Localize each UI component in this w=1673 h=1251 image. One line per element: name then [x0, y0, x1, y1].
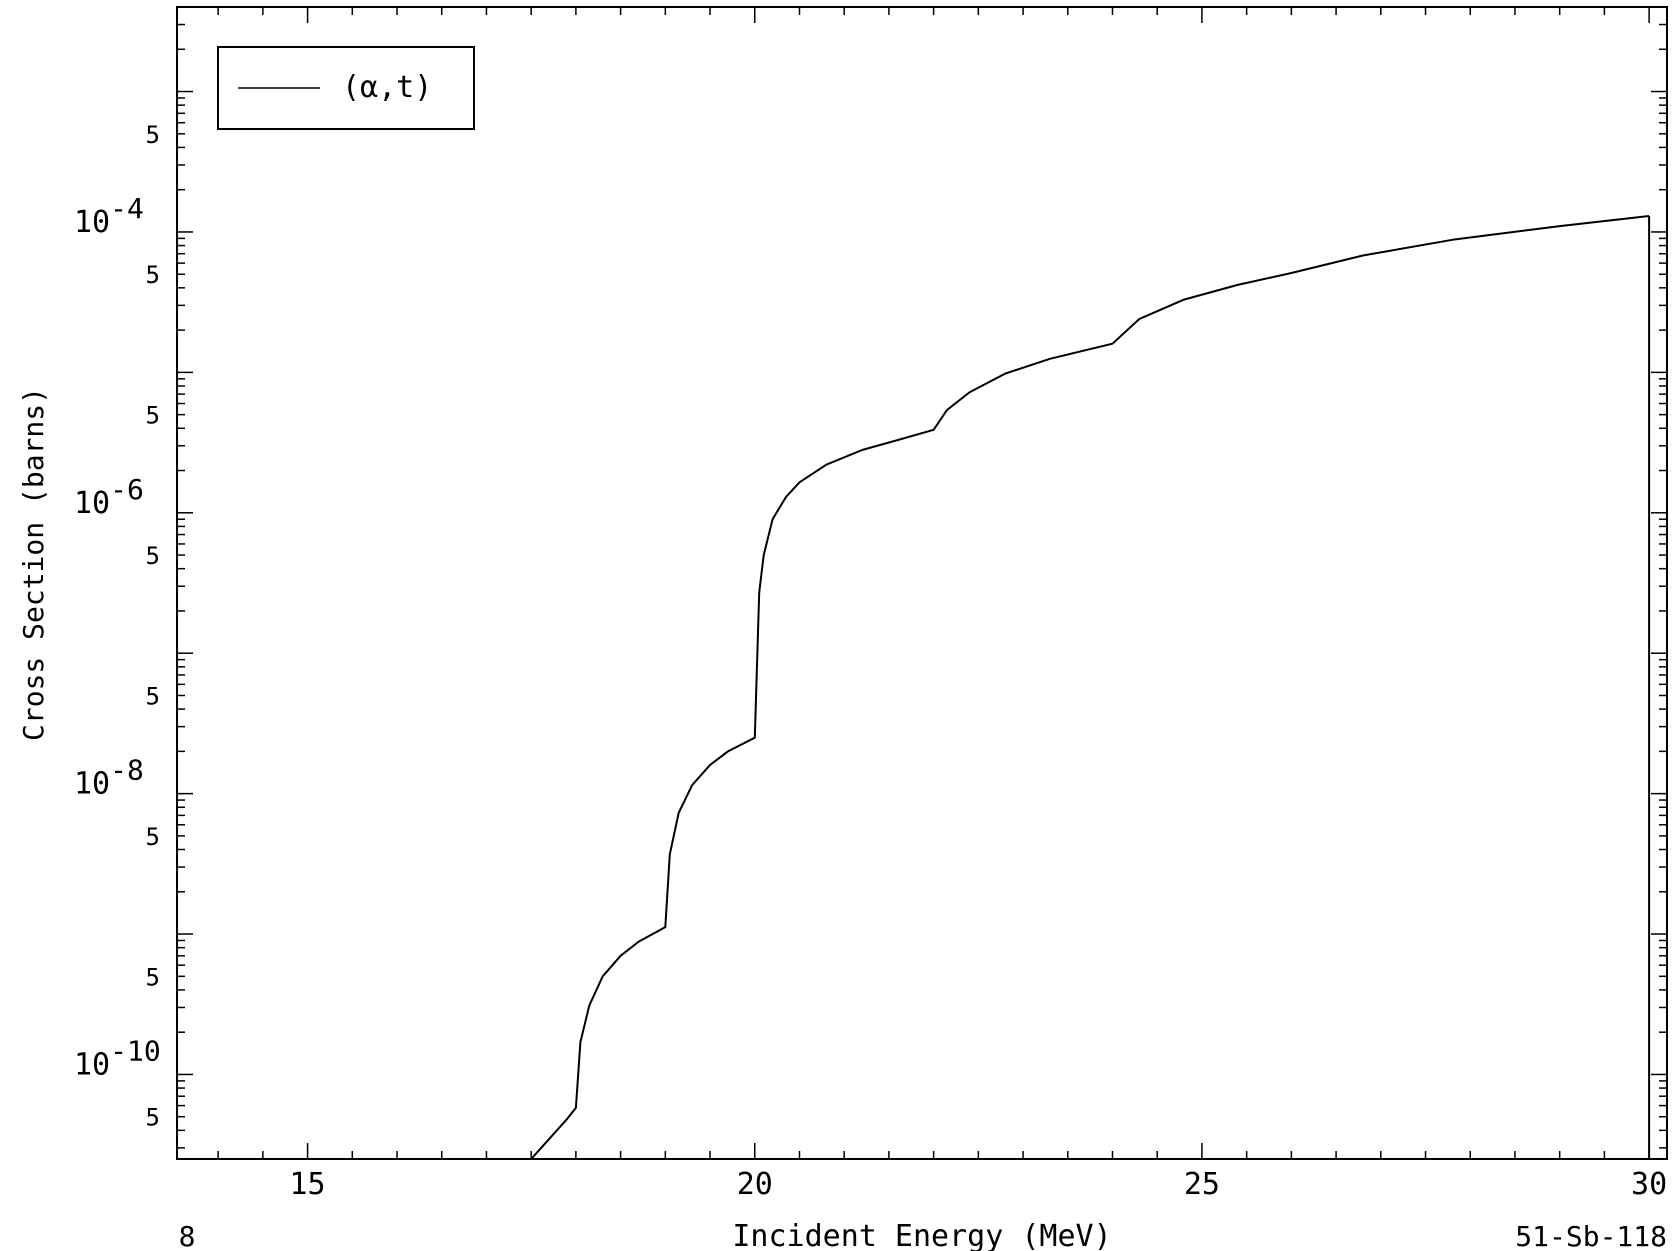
footer-left-label: 8: [179, 1220, 196, 1251]
series-layer: [530, 215, 1651, 1160]
series-line-0: [530, 215, 1650, 1160]
legend-label: (α,t): [342, 70, 432, 105]
footer-right-label: 51-Sb-118: [1515, 1220, 1667, 1251]
x-axis-label: Incident Energy (MeV): [732, 1219, 1111, 1251]
y-decade-label: 10-10: [74, 1034, 161, 1082]
plot-frame: [176, 6, 1668, 1160]
y-half-decade-label: 5: [146, 542, 160, 570]
legend: (α,t): [217, 46, 475, 130]
y-decade-label: 10-4: [74, 192, 144, 240]
x-tick-label: 15: [290, 1167, 326, 1202]
x-minor-ticks: [217, 7, 1650, 1159]
x-tick-label: 20: [737, 1167, 773, 1202]
x-tick-label: 30: [1631, 1167, 1667, 1202]
y-axis-label: Cross Section (barns): [17, 387, 50, 741]
y-half-decade-label: 5: [146, 682, 160, 710]
y-half-decade-label: 5: [146, 963, 160, 991]
y-half-decade-label: 5: [146, 402, 160, 430]
y-half-decade-label: 5: [146, 1104, 160, 1132]
y-half-decade-label: 5: [146, 121, 160, 149]
y-decade-label: 10-6: [74, 473, 144, 521]
x-tick-labels: 15 20 25 30: [290, 1167, 1668, 1202]
y-decade-label: 10-8: [74, 754, 144, 802]
y-minor-ticks: [177, 6, 1667, 1149]
y-half-decade-label: 5: [146, 261, 160, 289]
y-half-decade-label: 5: [146, 823, 160, 851]
x-tick-label: 25: [1184, 1167, 1220, 1202]
